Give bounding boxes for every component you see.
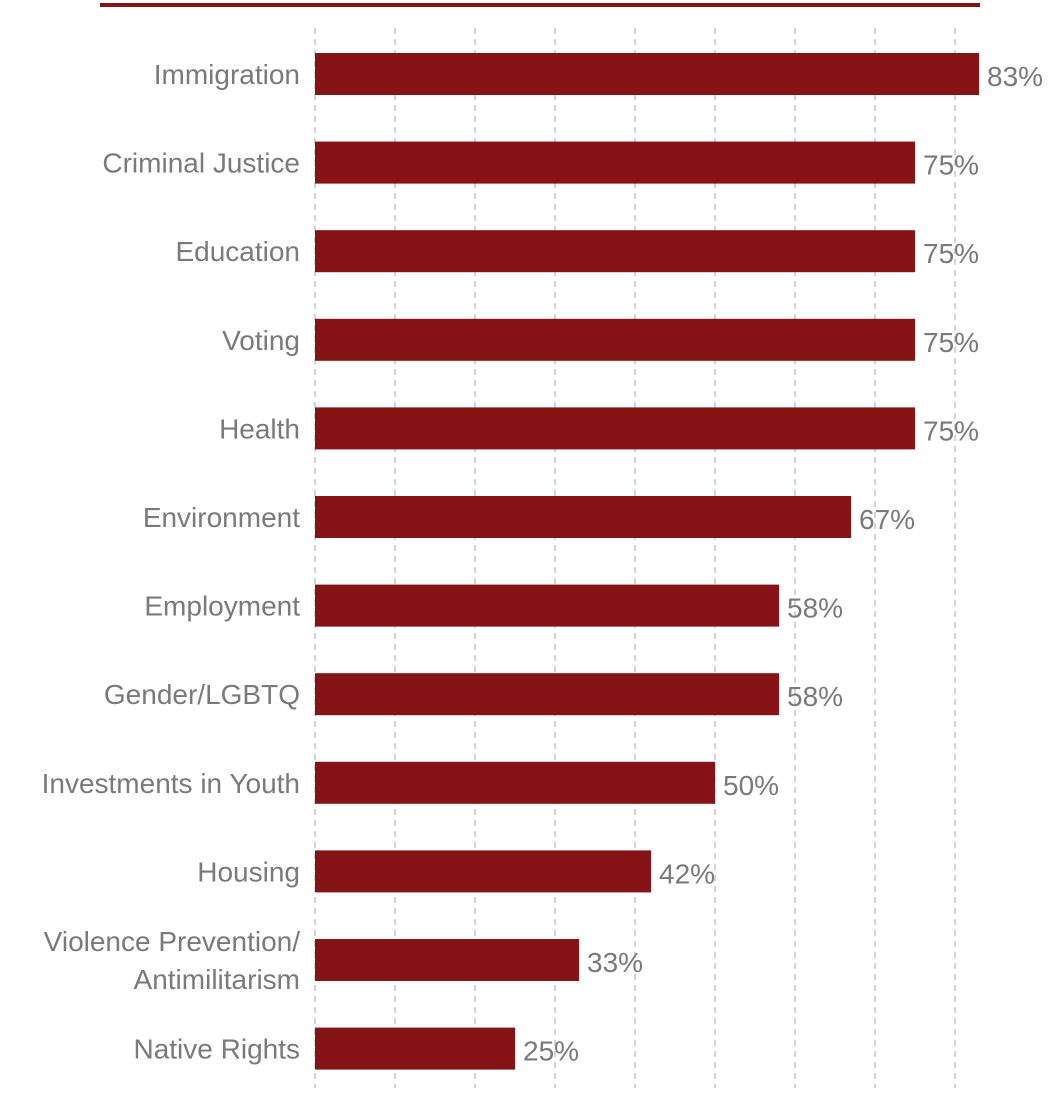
bar bbox=[315, 496, 851, 538]
value-label: 75% bbox=[923, 150, 979, 181]
bar bbox=[315, 761, 715, 804]
bar bbox=[315, 53, 979, 95]
value-label: 75% bbox=[923, 415, 979, 446]
value-label: 42% bbox=[659, 858, 715, 889]
category-label: Environment bbox=[143, 502, 300, 533]
category-label: Education bbox=[175, 236, 300, 267]
bar bbox=[315, 850, 651, 893]
value-label: 83% bbox=[987, 61, 1043, 92]
category-label: Employment bbox=[144, 591, 300, 622]
value-label: 58% bbox=[787, 593, 843, 624]
value-label: 67% bbox=[859, 504, 915, 535]
bar bbox=[315, 141, 915, 184]
value-label: 58% bbox=[787, 681, 843, 712]
bar bbox=[315, 230, 915, 273]
value-label: 50% bbox=[723, 770, 779, 801]
value-label: 33% bbox=[587, 947, 643, 978]
value-label: 75% bbox=[923, 327, 979, 358]
bar bbox=[315, 407, 915, 450]
value-labels: 83% 75% 75% 75% 75% 67% 58% 58% 50% 42% 33% 25% bbox=[523, 61, 1043, 1067]
bar bbox=[315, 584, 779, 627]
category-label: Health bbox=[219, 413, 300, 444]
bars bbox=[315, 53, 979, 1070]
value-label: 75% bbox=[923, 238, 979, 269]
bar bbox=[315, 1027, 515, 1070]
bar bbox=[315, 673, 779, 716]
category-label: Housing bbox=[197, 856, 300, 887]
category-label: Gender/LGBTQ bbox=[104, 679, 300, 710]
category-labels: Immigration Criminal Justice Education Voti… bbox=[42, 59, 301, 1065]
category-label: Native Rights bbox=[133, 1034, 300, 1065]
bar bbox=[315, 939, 579, 981]
category-label: Criminal Justice bbox=[102, 148, 300, 179]
category-label: Immigration bbox=[154, 59, 300, 90]
category-label: Violence Prevention/Antimilitarism bbox=[44, 926, 301, 995]
bar bbox=[315, 318, 915, 361]
value-label: 25% bbox=[523, 1036, 579, 1067]
category-label: Voting bbox=[222, 325, 300, 356]
category-label: Investments in Youth bbox=[42, 768, 300, 799]
gridlines bbox=[314, 28, 956, 1088]
